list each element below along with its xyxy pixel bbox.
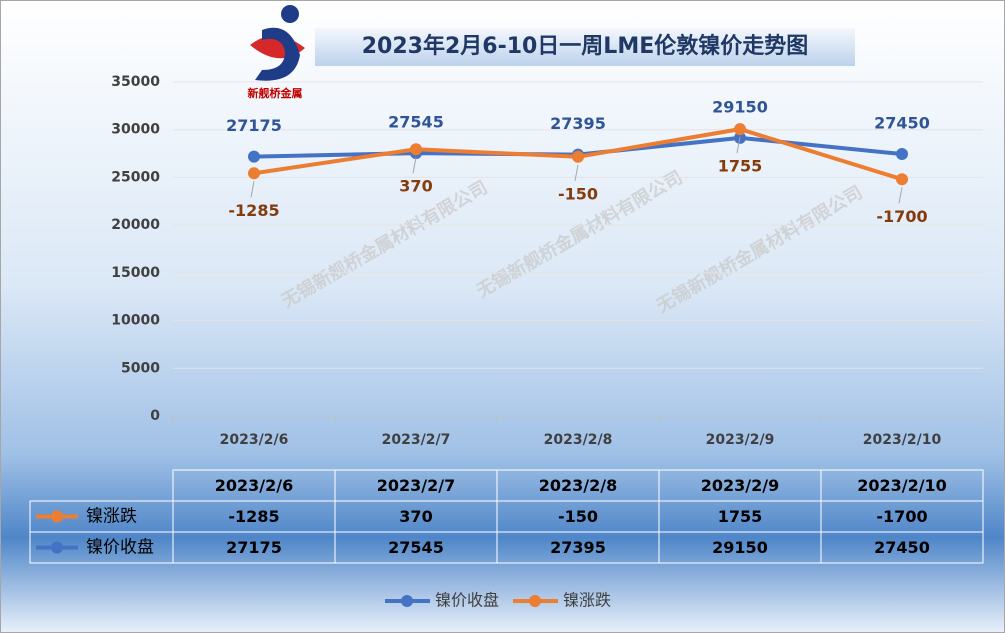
y-tick-label: 0 <box>150 408 160 424</box>
table-cell: 370 <box>399 507 432 526</box>
data-point <box>248 150 260 163</box>
data-label: 370 <box>399 177 432 196</box>
data-point <box>896 148 908 161</box>
table-cell: 1755 <box>718 507 763 526</box>
y-tick-label: 15000 <box>111 265 160 281</box>
legend-key <box>529 595 541 607</box>
logo-text: 新舰桥金属 <box>248 86 303 100</box>
table-header: 2023/2/7 <box>377 476 455 495</box>
y-tick-label: 10000 <box>111 313 160 329</box>
data-label: 29150 <box>712 97 768 116</box>
table-header: 2023/2/10 <box>857 476 947 495</box>
table-key <box>51 541 63 554</box>
x-tick-label: 2023/2/10 <box>863 432 942 448</box>
data-point <box>896 173 908 186</box>
table-cell: 29150 <box>712 538 768 557</box>
legend-key <box>401 595 413 607</box>
leader-line <box>736 137 741 154</box>
x-tick-label: 2023/2/9 <box>706 432 775 448</box>
legend-label: 镍涨跌 <box>563 591 611 610</box>
table-header: 2023/2/8 <box>539 476 617 495</box>
data-point <box>734 123 746 136</box>
y-tick-label: 5000 <box>121 360 160 376</box>
x-tick-label: 2023/2/6 <box>220 432 289 448</box>
data-label: 27175 <box>226 116 282 135</box>
logo: 新舰桥金属 <box>248 5 305 100</box>
x-tick-label: 2023/2/8 <box>544 432 613 448</box>
table-row-label: 镍价收盘 <box>86 538 154 558</box>
data-point <box>410 143 422 156</box>
chart-title: 2023年2月6-10日一周LME伦敦镍价走势图 <box>362 33 809 59</box>
table-cell: 27450 <box>874 538 930 557</box>
table-cell: 27175 <box>226 538 282 557</box>
leader-line <box>412 157 417 174</box>
leader-line <box>898 187 903 204</box>
table-cell: 27545 <box>388 538 444 557</box>
data-label: -1700 <box>876 207 927 226</box>
leader-line <box>574 164 579 181</box>
table-header: 2023/2/9 <box>701 476 779 495</box>
y-tick-label: 25000 <box>111 169 160 185</box>
title-box <box>315 28 855 66</box>
table-cell: -150 <box>558 507 598 526</box>
table-cell: 27395 <box>550 538 606 557</box>
data-point <box>248 167 260 180</box>
table-header: 2023/2/6 <box>215 476 293 495</box>
legend-label: 镍价收盘 <box>435 591 499 610</box>
data-label: -150 <box>558 184 598 203</box>
table-cell: -1700 <box>876 507 927 526</box>
data-label: 27450 <box>874 114 930 133</box>
table-row-label: 镍涨跌 <box>86 507 137 527</box>
table-key <box>51 510 63 523</box>
leader-line <box>250 181 255 198</box>
table-cell: -1285 <box>228 507 279 526</box>
y-tick-label: 20000 <box>111 217 160 233</box>
data-point <box>572 150 584 163</box>
y-tick-label: 35000 <box>111 74 160 90</box>
data-label: -1285 <box>228 201 279 220</box>
data-label: 27395 <box>550 114 606 133</box>
data-label: 27545 <box>388 113 444 132</box>
data-label: 1755 <box>718 157 763 176</box>
y-tick-label: 30000 <box>111 122 160 138</box>
x-tick-label: 2023/2/7 <box>382 432 451 448</box>
